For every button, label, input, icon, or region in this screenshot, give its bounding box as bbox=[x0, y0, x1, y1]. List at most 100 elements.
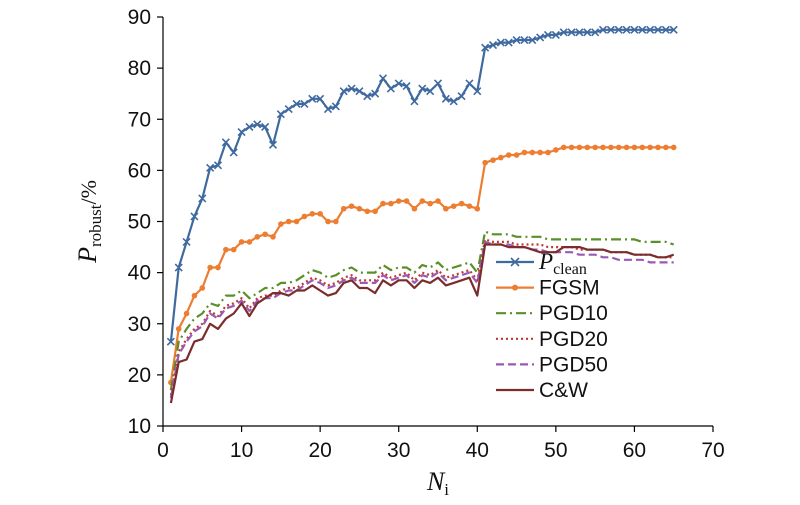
x-tick-label: 30 bbox=[387, 439, 410, 462]
data-point bbox=[316, 94, 325, 103]
legend-label: PGD50 bbox=[539, 353, 608, 376]
data-point bbox=[623, 144, 630, 151]
series-line bbox=[169, 230, 675, 391]
x-tick-label: 60 bbox=[623, 439, 646, 462]
data-point bbox=[276, 110, 285, 119]
data-point bbox=[655, 144, 661, 151]
series-line bbox=[169, 240, 674, 399]
series-pgd10 bbox=[169, 230, 675, 391]
data-point bbox=[309, 211, 316, 217]
axes: 0 10 20 30 40 50 60 70 10 20 30 40 50 60 70 80 90 bbox=[128, 6, 725, 462]
data-point bbox=[285, 218, 292, 225]
data-point bbox=[545, 149, 551, 156]
legend-marker bbox=[510, 257, 520, 267]
data-point bbox=[411, 205, 418, 212]
legend-item: PGD10 bbox=[496, 302, 608, 325]
data-point bbox=[363, 92, 372, 101]
data-point bbox=[270, 234, 276, 240]
data-point bbox=[661, 25, 670, 34]
data-point bbox=[537, 149, 543, 156]
data-point bbox=[551, 30, 560, 39]
x-tick-label: 50 bbox=[544, 439, 567, 462]
data-point bbox=[166, 337, 175, 346]
data-point bbox=[465, 79, 474, 88]
data-point bbox=[268, 140, 278, 149]
series-layer bbox=[166, 25, 678, 404]
y-axis-title: Probust/% bbox=[73, 180, 105, 264]
legend-label: C&W bbox=[539, 379, 588, 402]
data-point bbox=[575, 28, 584, 37]
data-point bbox=[427, 200, 433, 207]
data-point bbox=[591, 28, 600, 37]
x-axis-title-sub: i bbox=[444, 480, 449, 499]
series-line bbox=[169, 243, 675, 404]
data-point bbox=[317, 211, 323, 217]
data-point bbox=[435, 198, 441, 204]
x-tick-label: 40 bbox=[466, 439, 489, 462]
data-point bbox=[426, 87, 435, 96]
data-point bbox=[466, 203, 473, 209]
data-point bbox=[246, 239, 253, 245]
data-point bbox=[292, 99, 301, 108]
data-point bbox=[482, 159, 488, 166]
data-point bbox=[443, 205, 449, 212]
y-tick-label: 90 bbox=[128, 6, 151, 29]
data-point bbox=[174, 263, 183, 272]
y-axis-title-suffix: /% bbox=[76, 180, 101, 204]
data-point bbox=[388, 200, 394, 207]
series-p bbox=[166, 25, 678, 346]
data-point bbox=[418, 84, 427, 93]
data-point bbox=[182, 237, 191, 247]
y-tick-label: 40 bbox=[128, 262, 151, 285]
y-axis-title-main: P bbox=[73, 247, 102, 264]
data-point bbox=[419, 198, 426, 204]
data-point bbox=[254, 234, 261, 240]
data-point bbox=[457, 92, 466, 101]
legend-label: PGD20 bbox=[539, 328, 608, 351]
data-point bbox=[529, 149, 536, 156]
data-point bbox=[229, 148, 238, 157]
legend-item: PGD50 bbox=[496, 353, 608, 376]
data-point bbox=[559, 28, 568, 37]
data-point bbox=[230, 246, 237, 253]
data-point bbox=[348, 203, 355, 209]
data-point bbox=[340, 205, 347, 212]
data-point bbox=[638, 25, 647, 34]
data-point bbox=[449, 97, 458, 106]
data-point bbox=[576, 144, 583, 151]
data-point bbox=[207, 264, 213, 271]
data-point bbox=[410, 97, 419, 106]
data-point bbox=[356, 205, 363, 212]
data-point bbox=[223, 246, 229, 253]
data-point bbox=[663, 144, 669, 151]
data-point bbox=[630, 25, 639, 34]
data-point bbox=[584, 144, 591, 151]
data-point bbox=[380, 200, 386, 207]
data-point bbox=[481, 43, 490, 52]
data-point bbox=[512, 35, 521, 45]
data-point bbox=[513, 152, 520, 158]
data-point bbox=[608, 144, 614, 151]
y-tick-label: 60 bbox=[128, 159, 151, 182]
legend-label: PGD10 bbox=[539, 302, 608, 325]
data-point bbox=[567, 28, 576, 37]
data-point bbox=[670, 144, 677, 151]
legend-item: FGSM bbox=[496, 277, 600, 300]
data-point bbox=[528, 35, 537, 45]
data-point bbox=[647, 144, 653, 151]
data-point bbox=[639, 144, 646, 151]
data-point bbox=[190, 212, 199, 221]
data-point bbox=[600, 144, 606, 151]
x-ticks: 0 10 20 30 40 50 60 70 bbox=[157, 426, 725, 462]
data-point bbox=[175, 326, 182, 332]
y-tick-label: 70 bbox=[128, 108, 151, 131]
data-point bbox=[199, 285, 206, 291]
y-axis-title-sub: robust bbox=[86, 204, 105, 247]
data-point bbox=[364, 208, 371, 215]
data-point bbox=[488, 41, 498, 50]
data-point bbox=[261, 122, 270, 131]
data-point bbox=[402, 81, 411, 91]
data-point bbox=[543, 30, 553, 39]
